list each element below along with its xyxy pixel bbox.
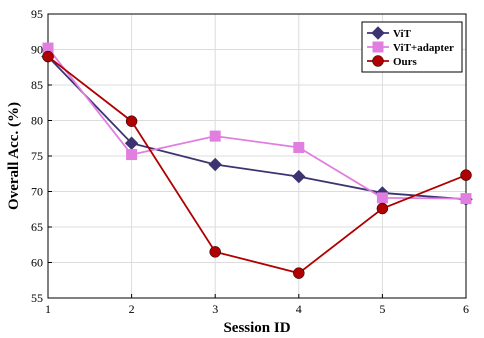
x-axis-ticks: 1 2 3 4 5 6	[45, 294, 469, 316]
data-point-vit-adapter	[376, 192, 388, 204]
x-tick-label: 2	[129, 302, 135, 316]
x-tick-label: 5	[379, 302, 385, 316]
data-point-vit-adapter	[293, 141, 305, 153]
x-axis-label: Session ID	[223, 320, 290, 336]
series-vit-adapter	[42, 42, 472, 205]
grid	[47, 13, 467, 299]
data-point-ours	[460, 169, 472, 181]
data-point-ours	[42, 50, 54, 63]
y-axis-label: Overall Acc. (%)	[6, 102, 22, 210]
legend-marker-ours	[372, 55, 384, 67]
data-point-ours	[293, 267, 305, 279]
legend-label-vit: ViT	[393, 28, 412, 40]
legend: ViT ViT+adapter Ours	[361, 21, 463, 73]
y-tick-label: 65	[31, 220, 43, 234]
data-point-ours	[125, 115, 138, 127]
series-line-ours	[47, 55, 467, 275]
data-point-vit-adapter	[209, 130, 221, 142]
legend-label-vit-adapter: ViT+adapter	[393, 42, 454, 54]
series-vit	[41, 49, 473, 207]
y-tick-label: 75	[31, 149, 43, 163]
y-tick-label: 90	[31, 43, 43, 57]
data-point-vit-adapter	[126, 149, 138, 161]
series-line-vit-adapter	[47, 47, 467, 200]
series-group	[41, 42, 473, 279]
y-tick-label: 70	[31, 185, 43, 199]
data-point-ours	[209, 246, 221, 258]
y-axis-ticks: 55 60 65 70 75 80 85 90 95	[31, 7, 52, 305]
data-point-vit-adapter	[460, 193, 472, 205]
legend-label-ours: Ours	[393, 56, 418, 68]
x-tick-label: 4	[296, 302, 302, 316]
data-point-ours	[376, 202, 389, 215]
series-line-vit	[47, 55, 467, 201]
y-tick-label: 95	[31, 7, 43, 21]
series-ours	[42, 50, 472, 279]
legend-marker-vit	[371, 26, 385, 40]
data-point-vit	[292, 169, 306, 184]
x-tick-label: 1	[45, 302, 51, 316]
y-tick-label: 60	[31, 256, 43, 270]
x-tick-label: 6	[463, 302, 469, 316]
data-point-vit	[208, 157, 222, 172]
legend-marker-vit-adapter	[372, 41, 384, 53]
x-tick-label: 3	[212, 302, 218, 316]
y-tick-label: 85	[31, 78, 43, 92]
y-tick-label: 80	[31, 114, 43, 128]
y-tick-label: 55	[31, 291, 43, 305]
